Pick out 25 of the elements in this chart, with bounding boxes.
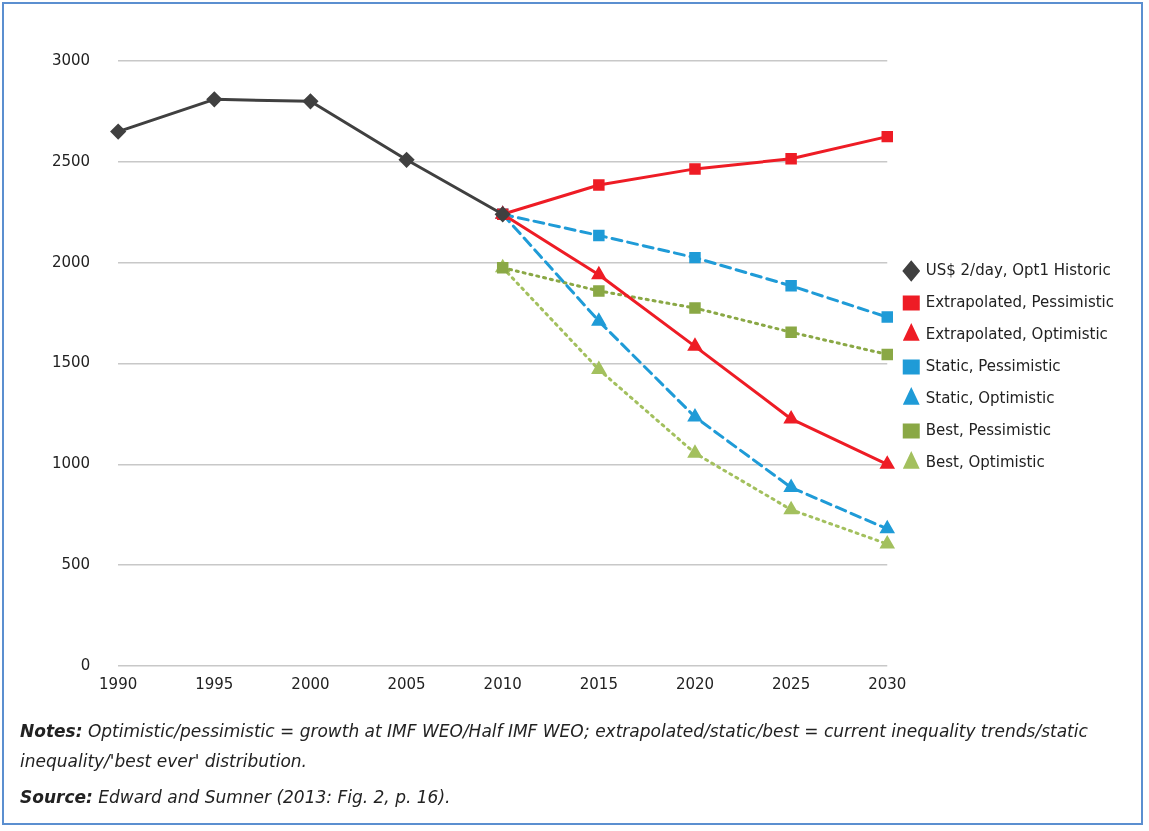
x-tick-label: 2030 <box>868 674 907 693</box>
y-tick-label: 2000 <box>51 252 91 271</box>
legend-label: Static, Optimistic <box>925 388 1055 407</box>
x-tick-label: 2005 <box>387 674 426 693</box>
x-tick-label: 2015 <box>579 674 618 693</box>
x-tick-label: 2010 <box>483 674 522 693</box>
x-tick-label: 2025 <box>772 674 811 693</box>
y-tick-label: 0 <box>80 655 91 674</box>
legend-label: US$ 2/day, Opt1 Historic <box>925 260 1111 279</box>
y-tick-label: 1500 <box>51 353 91 372</box>
source-note: Source: Edward and Sumner (2013: Fig. 2, p. 16). <box>20 786 452 809</box>
x-tick-label: 2020 <box>675 674 715 693</box>
x-tick-label: 2000 <box>291 674 330 693</box>
legend-label: Extrapolated, Pessimistic <box>925 292 1114 311</box>
x-tick-label: 1990 <box>99 674 138 693</box>
y-tick-label: 3000 <box>51 50 91 69</box>
y-tick-label: 2500 <box>51 151 91 170</box>
legend-label: Extrapolated, Optimistic <box>925 324 1108 343</box>
y-tick-label: 500 <box>61 555 91 574</box>
legend-label: Best, Pessimistic <box>925 420 1051 439</box>
legend-label: Best, Optimistic <box>925 452 1045 471</box>
y-tick-label: 1000 <box>51 454 91 473</box>
text: Notes: Optimistic/pessimistic = growth at IMF WEO/Half IMF WEO; extrapolated/static/best = current inequality trends/static inequality/'best ever' distribution. <box>20 720 1089 773</box>
x-tick-label: 1995 <box>195 674 234 693</box>
legend-label: Static, Pessimistic <box>925 356 1061 375</box>
